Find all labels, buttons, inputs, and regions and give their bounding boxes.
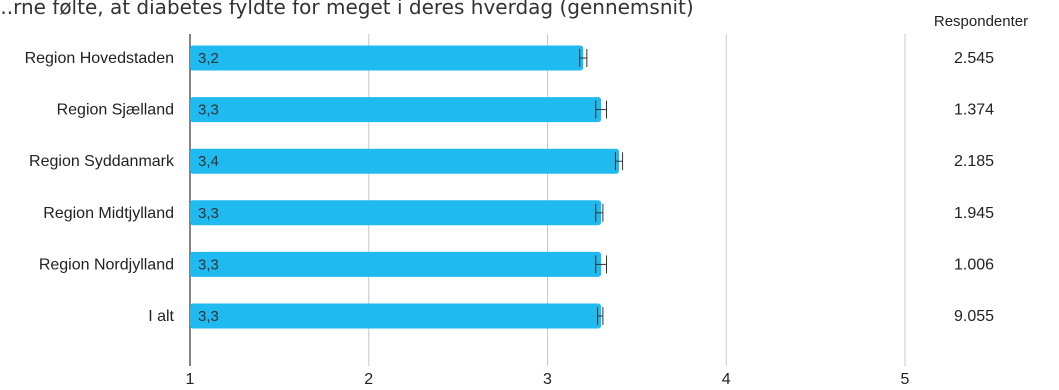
category-label: Region Nordjylland xyxy=(39,256,174,273)
respondents-value: 1.945 xyxy=(954,205,994,222)
category-label: Region Hovedstaden xyxy=(25,50,174,67)
bar xyxy=(190,251,602,277)
category-label: I alt xyxy=(148,308,174,325)
data-label: 3,2 xyxy=(198,50,219,67)
bar xyxy=(190,200,602,226)
respondents-header: Respondenter xyxy=(934,13,1028,30)
x-tick-label: 1 xyxy=(186,371,195,388)
category-label: Region Syddanmark xyxy=(29,153,175,170)
respondents-value: 1.006 xyxy=(954,256,994,273)
chart-title: ...rne følte, at diabetes fyldte for meg… xyxy=(0,0,694,19)
category-label: Region Midtjylland xyxy=(43,205,174,222)
bar xyxy=(190,148,619,174)
respondents-value: 2.185 xyxy=(954,153,994,170)
data-label: 3,3 xyxy=(198,256,219,273)
category-labels: Region Hovedstaden Region Sjælland Region … xyxy=(25,50,175,325)
category-label: Region Sjælland xyxy=(57,102,174,119)
respondents-column: 2.545 1.374 2.185 1.945 1.006 9.055 xyxy=(954,50,994,325)
bar xyxy=(190,303,602,329)
bars-group: 3,2 3,3 3,4 3,3 3,3 3,3 xyxy=(190,45,624,329)
data-label: 3,3 xyxy=(198,102,219,119)
bar xyxy=(190,97,602,123)
data-label: 3,4 xyxy=(198,153,219,170)
x-tick-label: 5 xyxy=(901,371,910,388)
x-tick-label: 3 xyxy=(543,371,552,388)
x-tick-labels: 1 2 3 4 5 xyxy=(186,371,910,388)
respondents-value: 9.055 xyxy=(954,308,994,325)
respondents-value: 1.374 xyxy=(954,102,994,119)
x-tick-label: 4 xyxy=(722,371,731,388)
data-label: 3,3 xyxy=(198,308,219,325)
bar xyxy=(190,45,584,71)
data-label: 3,3 xyxy=(198,205,219,222)
x-tick-label: 2 xyxy=(364,371,373,388)
respondents-value: 2.545 xyxy=(954,50,994,67)
